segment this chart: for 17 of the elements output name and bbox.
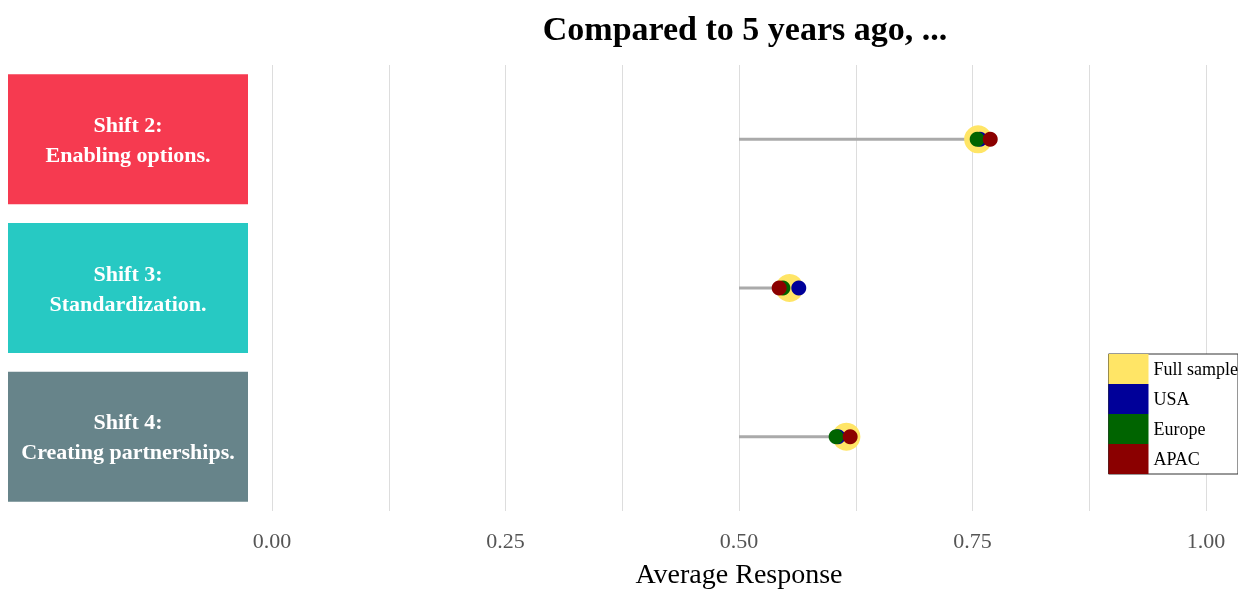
- legend-label: APAC: [1153, 449, 1200, 469]
- x-tick-label: 0.00: [252, 527, 292, 553]
- y-tick-label: Shift 3: Standardization.: [49, 260, 207, 316]
- point: [791, 280, 807, 296]
- legend-label: Full sample: [1153, 359, 1238, 379]
- x-tick-label: 0.25: [486, 527, 525, 553]
- y-tick-label: Shift 2: Enabling options.: [45, 111, 211, 167]
- x-tick-label: 0.75: [953, 527, 992, 553]
- x-axis-title: Average Response: [635, 557, 843, 589]
- point: [982, 131, 998, 147]
- y-tick-label: Shift 4: Creating partnerships.: [21, 409, 235, 465]
- x-tick-label: 0.50: [719, 527, 759, 553]
- legend-label: Europe: [1153, 419, 1206, 439]
- legend-label: USA: [1153, 389, 1190, 409]
- point: [771, 280, 787, 296]
- chart-title: Compared to 5 years ago, ...: [542, 9, 948, 47]
- x-tick-label: 1.00: [1186, 527, 1226, 553]
